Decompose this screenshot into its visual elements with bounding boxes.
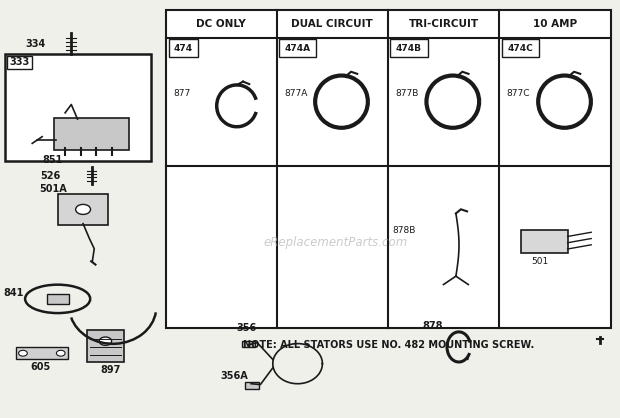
Text: DC ONLY: DC ONLY xyxy=(197,19,246,28)
Text: 356: 356 xyxy=(237,323,257,333)
Text: 474C: 474C xyxy=(507,43,533,53)
Circle shape xyxy=(99,337,112,345)
Text: 526: 526 xyxy=(41,171,61,181)
Bar xyxy=(169,39,198,57)
Bar xyxy=(16,347,68,359)
Bar xyxy=(279,39,316,57)
Text: eReplacementParts.com: eReplacementParts.com xyxy=(264,236,407,249)
Text: 897: 897 xyxy=(100,365,120,375)
Text: 851: 851 xyxy=(43,155,63,165)
FancyBboxPatch shape xyxy=(54,118,129,150)
Text: 474: 474 xyxy=(174,43,193,53)
Bar xyxy=(5,54,151,161)
Bar xyxy=(166,10,611,328)
Bar xyxy=(391,39,428,57)
Text: 501: 501 xyxy=(531,257,548,266)
Bar xyxy=(242,341,255,347)
Bar xyxy=(521,230,568,253)
Text: 877C: 877C xyxy=(507,89,530,98)
FancyBboxPatch shape xyxy=(58,194,108,225)
Text: 841: 841 xyxy=(4,288,24,298)
Text: 356A: 356A xyxy=(221,371,248,381)
Circle shape xyxy=(19,350,27,356)
Bar xyxy=(502,39,539,57)
Text: 334: 334 xyxy=(26,39,46,49)
Text: 877B: 877B xyxy=(396,89,418,98)
Text: DUAL CIRCUIT: DUAL CIRCUIT xyxy=(291,19,373,28)
Text: 605: 605 xyxy=(30,362,50,372)
Text: TRI-CIRCUIT: TRI-CIRCUIT xyxy=(409,19,479,28)
Text: 474A: 474A xyxy=(285,43,311,53)
Text: 878: 878 xyxy=(422,321,443,331)
Text: 474B: 474B xyxy=(396,43,422,53)
Text: 877: 877 xyxy=(174,89,191,98)
Text: 333: 333 xyxy=(10,57,30,67)
Bar xyxy=(245,382,259,389)
Circle shape xyxy=(56,350,65,356)
Text: 10 AMP: 10 AMP xyxy=(533,19,577,28)
Text: 877A: 877A xyxy=(284,89,308,98)
Bar xyxy=(87,330,124,362)
Text: 501A: 501A xyxy=(39,184,66,194)
Bar xyxy=(46,294,69,304)
Circle shape xyxy=(76,204,91,214)
Text: NOTE: ALL STATORS USE NO. 482 MOUNTING SCREW.: NOTE: ALL STATORS USE NO. 482 MOUNTING S… xyxy=(243,340,534,350)
Text: 878B: 878B xyxy=(393,226,416,234)
Bar xyxy=(7,56,32,69)
